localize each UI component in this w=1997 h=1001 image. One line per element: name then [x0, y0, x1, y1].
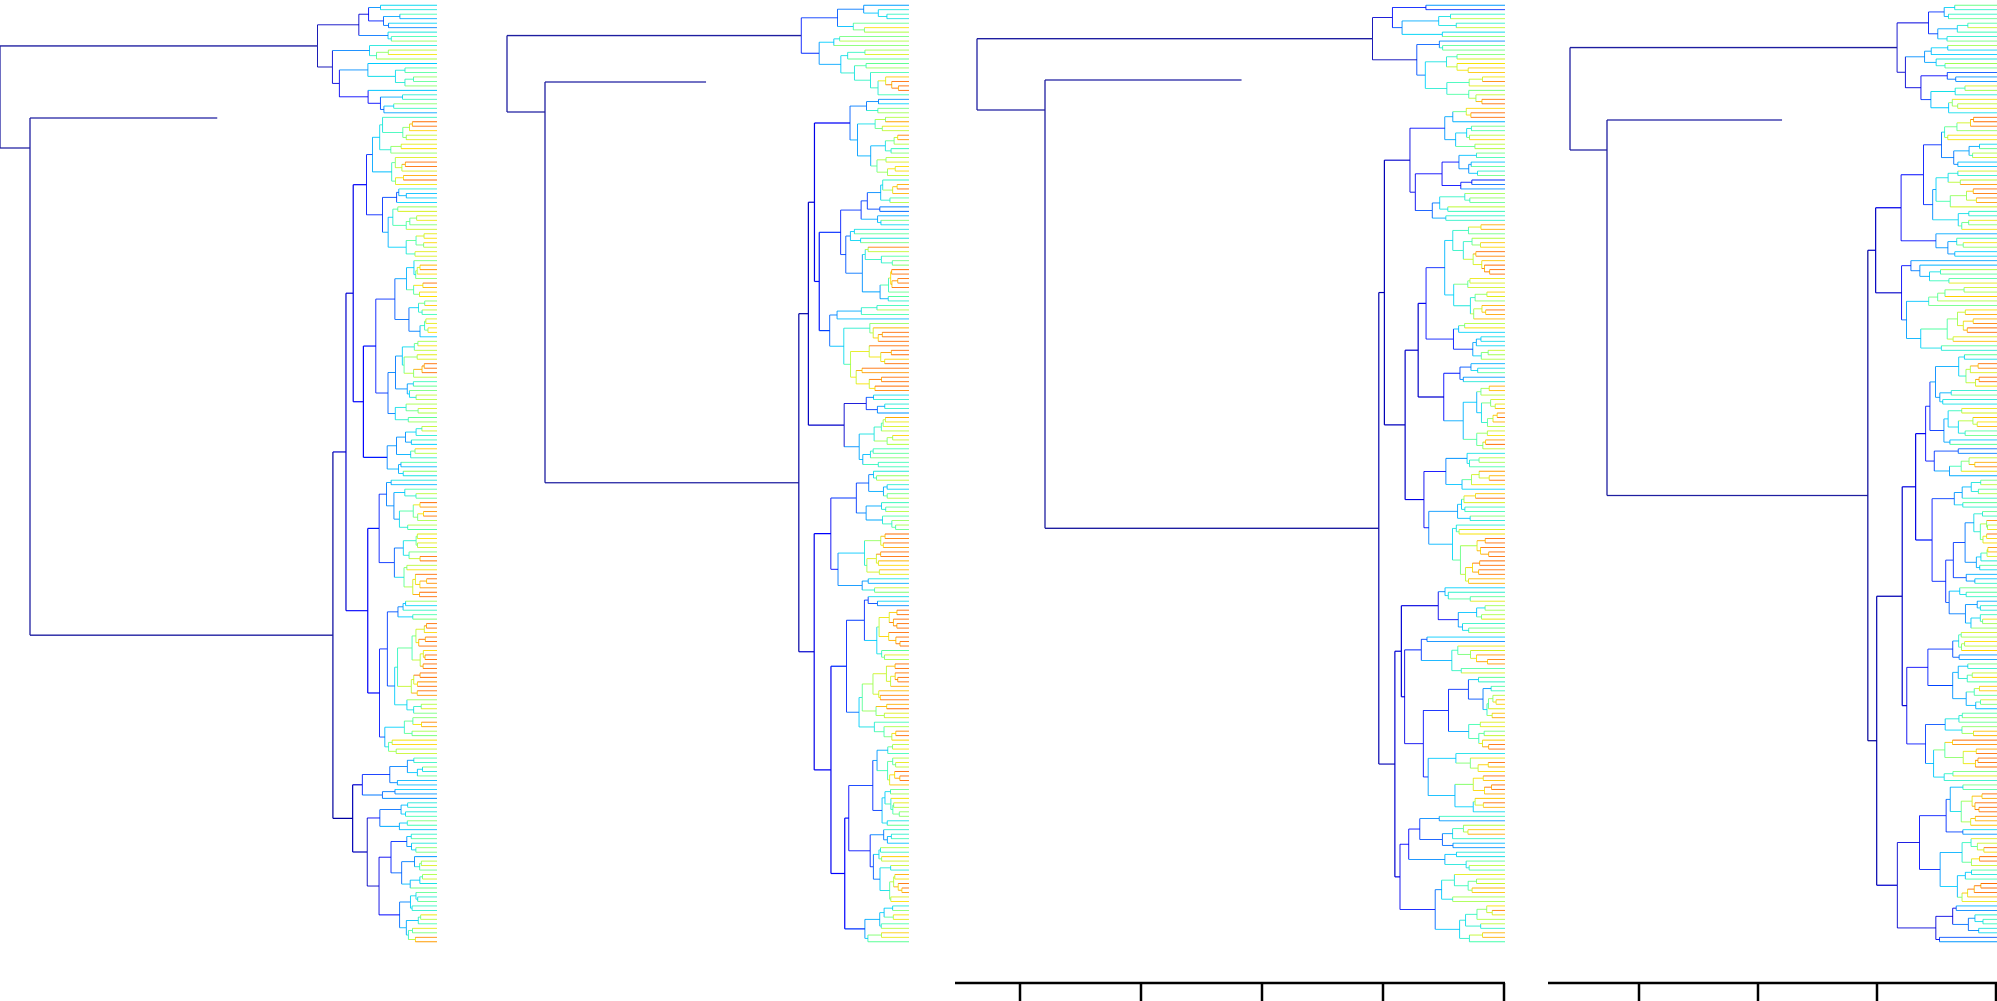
tree-c-scale-axis	[955, 981, 1506, 1001]
tree-d-scale-axis	[1548, 981, 1997, 1001]
tree-d	[1569, 4, 1997, 943]
tree-a	[0, 4, 437, 943]
tree-c	[976, 4, 1505, 943]
tree-b	[506, 4, 909, 943]
